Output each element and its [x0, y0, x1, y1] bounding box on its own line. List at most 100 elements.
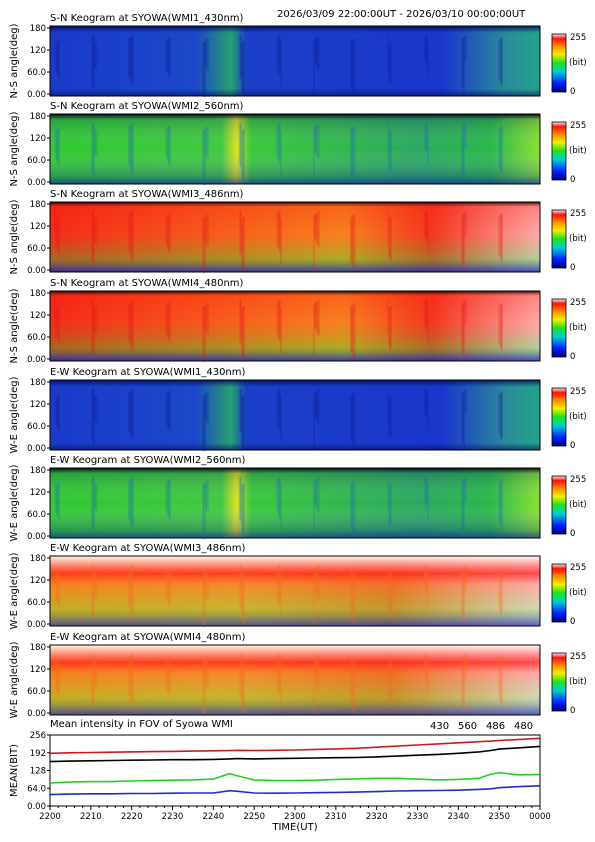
keogram-streak [498, 305, 499, 344]
keogram-streak [95, 395, 98, 424]
panel-frame [49, 25, 541, 97]
keogram-streak [278, 300, 281, 339]
y-tick-label: 60.0 [27, 68, 46, 78]
x-axis-label: TIME(UT) [271, 822, 317, 833]
y-tick-label: 0.00 [27, 266, 46, 276]
keogram-streak [130, 478, 132, 524]
keogram-streak [501, 656, 502, 706]
y-tick-label: 120 [30, 46, 46, 56]
keogram-streak [241, 218, 243, 268]
keogram-streak [241, 572, 243, 622]
keogram-streak [280, 572, 282, 618]
keogram-streak [462, 213, 463, 266]
keogram-streak [463, 390, 465, 447]
keogram-streak [165, 305, 166, 334]
keogram-streak [94, 396, 96, 421]
keogram-streak [58, 39, 60, 78]
keogram-streak [315, 37, 316, 66]
keogram-streak [129, 656, 130, 699]
keogram-streak [132, 210, 133, 263]
y-tick-label: 180 [30, 378, 46, 388]
keogram-streak [239, 123, 242, 166]
keogram-streak [317, 123, 320, 159]
time-range-label: 2026/03/09 22:00:00UT - 2026/03/10 00:00… [277, 9, 526, 20]
keogram-streak [166, 304, 168, 336]
keogram-streak [314, 392, 317, 417]
keogram-streak [280, 42, 282, 88]
keogram-streak [129, 479, 130, 522]
keogram-streak [353, 214, 356, 271]
keogram-streak [203, 660, 206, 717]
keogram-streak [314, 126, 317, 151]
keogram-streak [202, 661, 204, 714]
keogram-streak [241, 396, 243, 446]
colorbar-max-label: 255 [570, 298, 586, 308]
keogram-streak [132, 122, 133, 175]
y-tick-label: 64.0 [27, 784, 46, 794]
keogram-streak [167, 38, 170, 74]
colorbar [551, 563, 567, 623]
keogram-streak [277, 212, 279, 248]
keogram-streak [57, 482, 58, 518]
keogram-streak [202, 218, 204, 271]
keogram-streak [131, 565, 134, 615]
keogram-streak [93, 299, 94, 356]
keogram-streak [130, 566, 132, 612]
keogram-streak [351, 394, 352, 444]
keogram-streak [167, 392, 170, 428]
keogram-streak [278, 654, 281, 693]
keogram-streak [278, 123, 281, 162]
y-tick-label: 120 [30, 400, 46, 410]
y-tick-label: 60.0 [27, 244, 46, 254]
keogram-streak [94, 42, 96, 67]
keogram-streak [167, 126, 170, 162]
y-tick-label: 120 [30, 311, 46, 321]
keogram-streak [95, 129, 98, 158]
keogram-streak [463, 36, 465, 93]
keogram-streak [498, 394, 499, 433]
colorbar [551, 652, 567, 712]
y-tick-label: 0.00 [27, 90, 46, 100]
keogram-streak [167, 214, 170, 250]
keogram-streak [240, 122, 241, 168]
keogram-streak [93, 476, 94, 533]
keogram-panel-5: E-W Keogram at SYOWA(WMI1_430nm) 180 120 60… [9, 367, 587, 454]
keogram-streak [57, 659, 58, 695]
keogram-streak [241, 661, 243, 711]
keogram-streak [313, 215, 315, 272]
keogram-streak [278, 477, 281, 516]
keogram-streak [205, 481, 207, 510]
keogram-streak [462, 567, 463, 620]
keogram-streak [206, 38, 209, 70]
y-tick-label: 60.0 [27, 598, 46, 608]
keogram-streak [279, 653, 280, 696]
keogram-streak [276, 125, 277, 157]
keogram-streak [500, 392, 503, 438]
keogram-streak [353, 38, 356, 95]
keogram-streak [500, 568, 503, 614]
keogram-streak [387, 388, 388, 424]
keogram-panel-1: S-N Keogram at SYOWA(WMI1_430nm) 180 120 60… [9, 13, 587, 100]
keogram-streak [315, 391, 316, 420]
keogram-streak [389, 41, 392, 84]
keogram-streak [498, 659, 499, 698]
keogram-streak [425, 389, 428, 418]
keogram-streak [241, 307, 243, 357]
keogram-streak [131, 654, 134, 704]
keogram-streak [387, 299, 388, 335]
keogram-streak [169, 655, 171, 698]
keogram-streak [424, 301, 426, 326]
keogram-streak [54, 210, 55, 235]
keogram-streak [168, 567, 169, 606]
keogram-streak [206, 303, 209, 335]
keogram-streak [94, 661, 96, 686]
keogram-streak [464, 300, 467, 325]
keogram-shading [50, 380, 540, 450]
keogram-streak [317, 300, 320, 336]
keogram-streak [95, 571, 98, 600]
keogram-streak [57, 40, 58, 76]
panel-frame [49, 644, 541, 716]
keogram-streak [313, 481, 315, 538]
keogram-streak [501, 391, 502, 441]
keogram-streak [57, 394, 58, 430]
